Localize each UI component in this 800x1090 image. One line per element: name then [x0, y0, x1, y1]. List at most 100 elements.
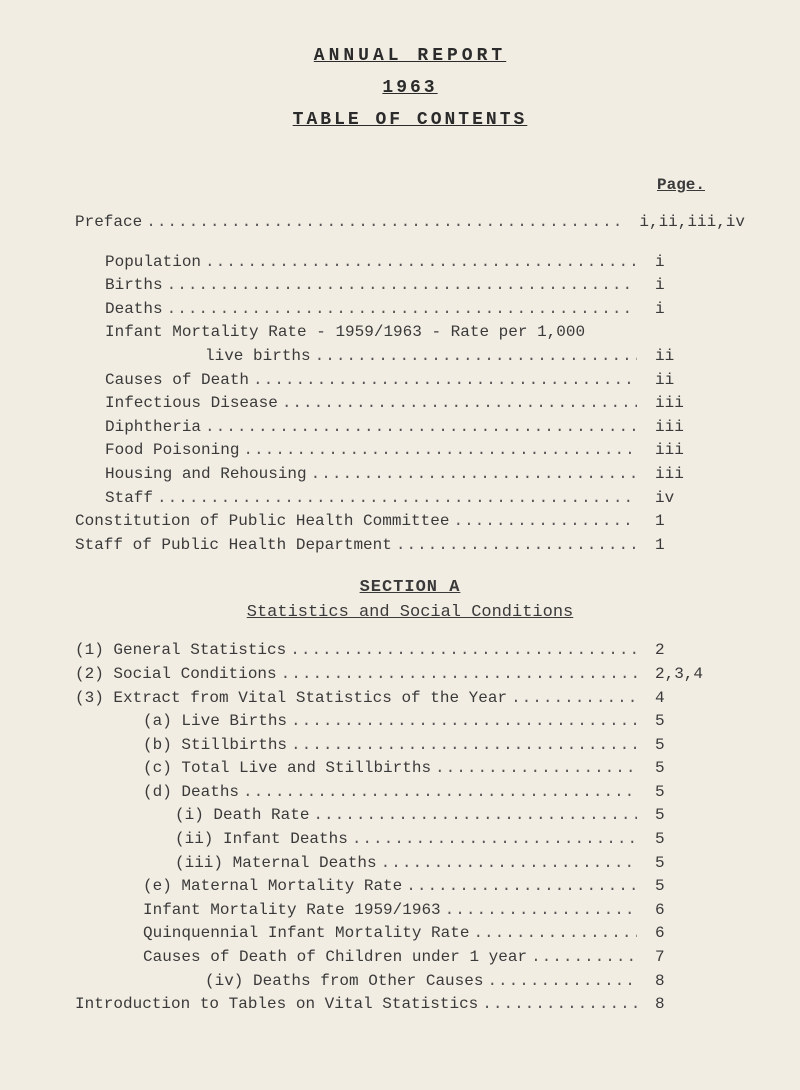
- toc-entry: Causes of Death of Children under 1 year…: [143, 947, 745, 969]
- title-block: ANNUAL REPORT 1963 TABLE OF CONTENTS: [75, 40, 745, 136]
- toc-page-number: 8: [637, 971, 745, 993]
- toc-page-number: 1: [637, 511, 745, 533]
- toc-entry: Food Poisoning..........................…: [105, 440, 745, 462]
- toc-leader-dots: ........................................…: [348, 829, 637, 851]
- section-a-title: SECTION A: [360, 578, 461, 597]
- toc-leader-dots: ........................................…: [278, 393, 637, 415]
- toc-label: (e) Maternal Mortality Rate: [143, 876, 402, 898]
- toc-label: Constitution of Public Health Committee: [75, 511, 449, 533]
- toc-label: (c) Total Live and Stillbirths: [143, 758, 431, 780]
- spacer: [75, 236, 745, 250]
- toc-leader-dots: ........................................…: [377, 853, 637, 875]
- toc-entry: (3) Extract from Vital Statistics of the…: [75, 688, 745, 710]
- toc-label: Preface: [75, 212, 142, 234]
- toc-leader-dots: ........................................…: [163, 275, 637, 297]
- toc-leader-dots: ........................................…: [286, 640, 637, 662]
- toc-leader-dots: ........................................…: [478, 994, 637, 1016]
- toc-label: Introduction to Tables on Vital Statisti…: [75, 994, 478, 1016]
- section-a-heading: SECTION A: [75, 578, 745, 597]
- toc-entry: (iii) Maternal Deaths...................…: [175, 853, 745, 875]
- toc-entry: Population..............................…: [105, 252, 745, 274]
- toc-entry: Infant Mortality Rate 1959/1963.........…: [143, 900, 745, 922]
- toc-leader-dots: ........................................…: [201, 417, 637, 439]
- toc-leader-dots: ........................................…: [277, 664, 637, 686]
- toc-label: Causes of Death of Children under 1 year: [143, 947, 527, 969]
- toc-entry: (c) Total Live and Stillbirths..........…: [143, 758, 745, 780]
- toc-entry: Quinquennial Infant Mortality Rate......…: [143, 923, 745, 945]
- toc-leader-dots: ........................................…: [469, 923, 637, 945]
- toc-page-number: iii: [637, 464, 745, 486]
- toc-page-number: i: [637, 299, 745, 321]
- toc-page-number: ii: [637, 346, 745, 368]
- page-label: Page.: [657, 176, 705, 194]
- toc-entry: (e) Maternal Mortality Rate.............…: [143, 876, 745, 898]
- toc-label: (i) Death Rate: [175, 805, 309, 827]
- toc-page-number: 7: [637, 947, 745, 969]
- toc-entry: live births.............................…: [205, 346, 745, 368]
- toc-label: Causes of Death: [105, 370, 249, 392]
- toc-entry: (b) Stillbirths.........................…: [143, 735, 745, 757]
- toc-page-number: 5: [637, 853, 745, 875]
- document-page: ANNUAL REPORT 1963 TABLE OF CONTENTS Pag…: [0, 0, 800, 1058]
- toc-leader-dots: ........................................…: [239, 782, 637, 804]
- section-a-subtitle-text: Statistics and Social Conditions: [247, 603, 573, 622]
- toc-leader-dots: ........................................…: [507, 688, 637, 710]
- toc-leader-dots: ........................................…: [311, 346, 637, 368]
- toc-label: (2) Social Conditions: [75, 664, 277, 686]
- toc-page-number: iii: [637, 417, 745, 439]
- toc-entry: Infant Mortality Rate - 1959/1963 - Rate…: [105, 322, 745, 344]
- toc-page-number: iii: [637, 393, 745, 415]
- toc-page-number: 1: [637, 535, 745, 557]
- toc-page-number: 5: [637, 805, 745, 827]
- toc-label: Births: [105, 275, 163, 297]
- toc-label: (d) Deaths: [143, 782, 239, 804]
- toc-leader-dots: ........................................…: [249, 370, 637, 392]
- toc-entry: Causes of Death.........................…: [105, 370, 745, 392]
- toc-entry: Births..................................…: [105, 275, 745, 297]
- toc-entry: Staff of Public Health Department.......…: [75, 535, 745, 557]
- toc-leader-dots: ........................................…: [483, 971, 637, 993]
- toc-section-a: (1) General Statistics..................…: [75, 640, 745, 1016]
- toc-label: (1) General Statistics: [75, 640, 286, 662]
- toc-leader-dots: ........................................…: [441, 900, 637, 922]
- toc-label: Housing and Rehousing: [105, 464, 307, 486]
- toc-page-number: i,ii,iii,iv: [621, 212, 745, 234]
- toc-heading: TABLE OF CONTENTS: [293, 110, 528, 130]
- toc-page-number: i: [637, 252, 745, 274]
- toc-entry: Deaths..................................…: [105, 299, 745, 321]
- toc-page-number: iv: [637, 488, 745, 510]
- report-year: 1963: [382, 78, 437, 98]
- toc-part1: Preface.................................…: [75, 212, 745, 556]
- toc-leader-dots: ........................................…: [307, 464, 637, 486]
- toc-label: Food Poisoning: [105, 440, 239, 462]
- toc-leader-dots: ........................................…: [153, 488, 637, 510]
- toc-leader-dots: ........................................…: [287, 711, 637, 733]
- toc-label: Population: [105, 252, 201, 274]
- toc-entry: (ii) Infant Deaths......................…: [175, 829, 745, 851]
- toc-page-number: 4: [637, 688, 745, 710]
- toc-leader-dots: ........................................…: [201, 252, 637, 274]
- toc-entry: Staff...................................…: [105, 488, 745, 510]
- toc-label: Staff: [105, 488, 153, 510]
- toc-page-number: 5: [637, 711, 745, 733]
- toc-page-number: 5: [637, 829, 745, 851]
- toc-entry: Constitution of Public Health Committee.…: [75, 511, 745, 533]
- toc-page-number: 6: [637, 923, 745, 945]
- toc-entry: Housing and Rehousing...................…: [105, 464, 745, 486]
- toc-label: Deaths: [105, 299, 163, 321]
- toc-page-number: 5: [637, 782, 745, 804]
- toc-label: live births: [205, 346, 311, 368]
- toc-leader-dots: ........................................…: [449, 511, 637, 533]
- toc-label: Infectious Disease: [105, 393, 278, 415]
- toc-entry: (1) General Statistics..................…: [75, 640, 745, 662]
- toc-label: (a) Live Births: [143, 711, 287, 733]
- toc-leader-dots: ........................................…: [163, 299, 637, 321]
- toc-page-number: 6: [637, 900, 745, 922]
- toc-label: (iv) Deaths from Other Causes: [205, 971, 483, 993]
- toc-leader-dots: ........................................…: [402, 876, 637, 898]
- toc-entry: (2) Social Conditions...................…: [75, 664, 745, 686]
- toc-page-number: 5: [637, 876, 745, 898]
- toc-leader-dots: ........................................…: [527, 947, 637, 969]
- report-title: ANNUAL REPORT: [314, 46, 506, 66]
- toc-entry: (i) Death Rate..........................…: [175, 805, 745, 827]
